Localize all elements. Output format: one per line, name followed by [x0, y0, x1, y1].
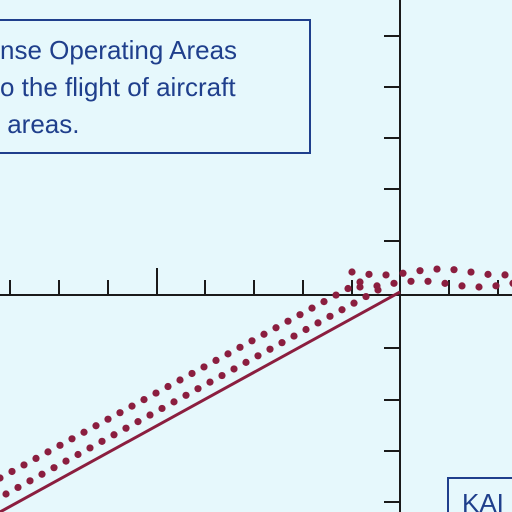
boundary-dot [212, 356, 220, 364]
boundary-dot [146, 411, 154, 419]
boundary-dot [56, 441, 64, 449]
boundary-dot [230, 365, 238, 373]
boundary-dot [350, 299, 358, 307]
boundary-dot [2, 490, 10, 498]
place-label: KAI [462, 488, 504, 512]
boundary-dot [158, 404, 166, 413]
boundary-dot [44, 448, 52, 456]
boundary-dot [188, 369, 196, 378]
boundary-dot [467, 268, 475, 276]
boundary-dot [314, 319, 322, 327]
boundary-dot [248, 337, 256, 345]
boundary-dot [308, 304, 316, 312]
boundary-dot [92, 422, 100, 430]
boundary-dot [407, 277, 415, 285]
boundary-dot [441, 279, 449, 287]
boundary-dot [362, 292, 370, 301]
boundary-dot [290, 332, 298, 340]
boundary-dot [68, 435, 76, 443]
boundary-dot [116, 409, 124, 417]
boundary-dot [272, 324, 280, 332]
boundary-dot [373, 282, 381, 290]
boundary-dot [344, 284, 352, 293]
note-box [0, 19, 311, 154]
boundary-dot [38, 470, 46, 478]
boundary-dot [104, 415, 112, 423]
boundary-dot [110, 431, 118, 439]
boundary-dot [218, 371, 226, 380]
graticule-ticks [9, 35, 499, 503]
boundary-dot [326, 312, 334, 320]
boundary-dot [170, 398, 178, 406]
boundary-dot [433, 265, 441, 273]
boundary-dot [475, 283, 483, 291]
boundary-dot [26, 477, 34, 485]
boundary-dot [332, 291, 340, 299]
boundary-dot [32, 454, 40, 462]
note-line-2: o the flight of aircraft [0, 72, 236, 102]
boundary-dot [194, 385, 202, 393]
boundary-dot [20, 461, 28, 469]
boundary-dot [484, 270, 492, 278]
boundary-dot [98, 437, 106, 445]
boundary-dot [266, 345, 274, 353]
boundary-dot [509, 279, 512, 287]
boundary-dot [8, 467, 16, 476]
boundary-dot [128, 402, 136, 410]
boundary-dot [86, 444, 94, 452]
boundary-dot [416, 267, 424, 275]
restricted-area-boundary [0, 290, 401, 512]
boundary-dot [50, 464, 58, 472]
boundary-dot [296, 311, 304, 319]
boundary-dot [242, 358, 250, 366]
boundary-dot [224, 350, 232, 358]
boundary-dot [356, 283, 364, 291]
boundary-dot [62, 457, 70, 465]
boundary-dot [320, 298, 328, 306]
boundary-dot [164, 382, 172, 391]
boundary-dot [492, 282, 500, 290]
boundary-dot [450, 266, 458, 274]
boundary-dot [200, 363, 208, 371]
boundary-dot [382, 271, 390, 279]
boundary-dot [236, 343, 244, 351]
boundary-dot [302, 325, 310, 334]
boundary-dot [122, 424, 130, 432]
boundary-dot [152, 389, 160, 397]
boundary-dot [458, 282, 466, 290]
boundary-dot [424, 277, 432, 285]
boundary-dot [365, 270, 373, 278]
boundary-dot [140, 396, 148, 404]
note-line-1: nse Operating Areas [0, 35, 237, 65]
boundary-dot [348, 268, 356, 276]
boundary-dot [0, 474, 4, 482]
boundary-dot [254, 352, 262, 360]
boundary-dot [338, 306, 346, 314]
boundary-dot [176, 376, 184, 384]
boundary-dot [206, 378, 214, 386]
boundary-dot [284, 317, 292, 325]
boundary-dot [134, 418, 142, 426]
boundary-dot [182, 391, 190, 399]
boundary-dot [80, 428, 88, 436]
boundary-dot [74, 450, 82, 459]
boundary-dot [390, 279, 398, 287]
boundary-dot [260, 330, 268, 338]
boundary-dot [14, 483, 22, 492]
place-label-box [447, 477, 512, 512]
boundary-dot [399, 269, 407, 277]
note-line-3: areas. [0, 109, 80, 139]
boundary-dot [278, 339, 286, 347]
restricted-area-dotted-boundary [0, 265, 512, 498]
boundary-dot [356, 278, 364, 286]
boundary-dot [501, 271, 509, 279]
